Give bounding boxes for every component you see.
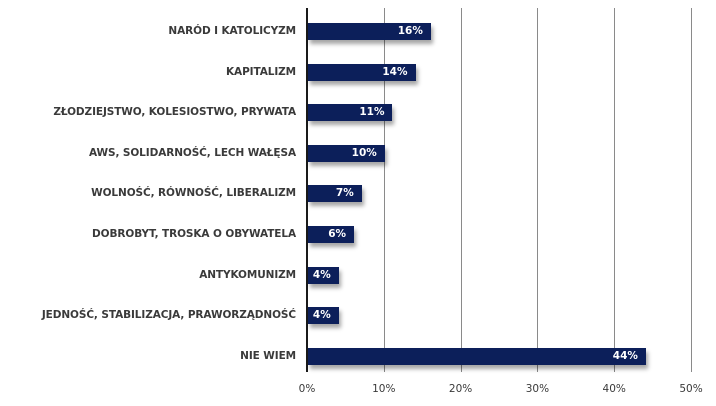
bar-value-label: 11% bbox=[359, 106, 385, 119]
category-label: ZŁODZIEJSTWO, KOLESIOSTWO, PRYWATA bbox=[53, 106, 296, 119]
gridline bbox=[614, 8, 616, 372]
bar: 6% bbox=[308, 226, 355, 243]
bar-value-label: 10% bbox=[351, 146, 377, 159]
bar-value-label: 4% bbox=[312, 268, 331, 281]
y-axis-line bbox=[306, 8, 308, 372]
bar: 44% bbox=[308, 347, 646, 365]
category-label: ANTYKOMUNIZM bbox=[199, 268, 296, 281]
bar-value-label: 4% bbox=[312, 309, 331, 322]
bar: 4% bbox=[308, 266, 339, 284]
bar: 7% bbox=[308, 185, 362, 203]
bar: 11% bbox=[308, 104, 393, 122]
gridline bbox=[537, 8, 539, 372]
category-label: KAPITALIZM bbox=[226, 65, 296, 78]
category-label: NARÓD I KATOLICYZM bbox=[168, 25, 296, 37]
category-label: WOLNOŚĆ, RÓWNOŚĆ, LIBERALIZM bbox=[91, 187, 296, 200]
gridline bbox=[383, 8, 385, 372]
category-label: NIE WIEM bbox=[240, 349, 296, 362]
category-label: DOBROBYT, TROSKA O OBYWATELA bbox=[92, 228, 296, 240]
bar-value-label: 6% bbox=[328, 228, 347, 240]
bar-value-label: 44% bbox=[612, 349, 638, 362]
x-tick-label: 10% bbox=[372, 383, 396, 395]
x-tick-label: 20% bbox=[448, 383, 473, 395]
category-label: JEDNOŚĆ, STABILIZACJA, PRAWORZĄDNOŚĆ bbox=[41, 309, 296, 322]
bar: 4% bbox=[308, 307, 339, 325]
bar: 16% bbox=[308, 23, 431, 40]
bar: 10% bbox=[308, 144, 385, 162]
bar-value-label: 7% bbox=[335, 187, 354, 200]
gridline bbox=[691, 8, 692, 372]
bar: 14% bbox=[308, 63, 416, 81]
bar-value-label: 14% bbox=[382, 65, 408, 78]
gridline bbox=[460, 8, 462, 372]
x-tick-label: 0% bbox=[298, 383, 316, 395]
category-label: AWS, SOLIDARNOŚĆ, LECH WAŁĘSA bbox=[88, 146, 296, 159]
x-tick-label: 40% bbox=[602, 383, 626, 395]
x-tick-label: 30% bbox=[525, 383, 550, 395]
x-tick-label: 50% bbox=[679, 383, 703, 395]
bar-value-label: 16% bbox=[397, 25, 423, 37]
